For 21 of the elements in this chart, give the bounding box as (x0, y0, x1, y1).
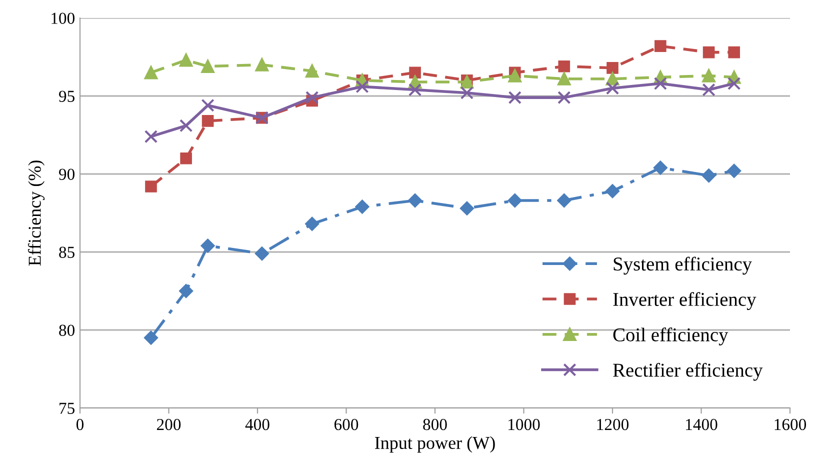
y-tick-label: 100 (52, 12, 75, 24)
x-tick-label: 1400 (686, 418, 718, 430)
x-tick-label: 200 (156, 418, 181, 430)
y-tick-label: 75 (60, 402, 74, 414)
x-tick-label: 1200 (597, 418, 629, 430)
x-tick-label: 1000 (508, 418, 540, 430)
x-tick-label: 400 (245, 418, 270, 430)
legend-label: Coil efficiency (613, 328, 728, 346)
y-tick-label: 95 (59, 90, 74, 102)
x-axis-title: Input power (W) (374, 436, 495, 453)
x-tick-label: 1600 (774, 418, 806, 430)
y-axis-title: Efficiency (%) (28, 160, 45, 266)
x-tick-label: 0 (76, 418, 84, 430)
legend-label: Inverter efficiency (613, 292, 756, 310)
legend-label: Rectifier efficiency (613, 362, 763, 381)
y-tick-label: 85 (59, 246, 74, 258)
y-tick-label: 80 (59, 324, 75, 336)
y-tick-label: 90 (59, 168, 75, 180)
legend-label: System efficiency (614, 256, 752, 275)
x-tick-label: 800 (423, 418, 447, 430)
x-tick-label: 600 (334, 418, 358, 430)
